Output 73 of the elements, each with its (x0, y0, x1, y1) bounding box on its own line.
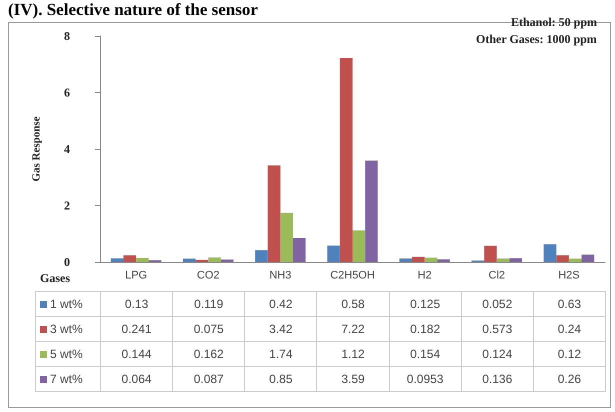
legend-label: 3 wt% (36, 316, 100, 342)
bar (568, 258, 582, 262)
y-tick-label: 8 (64, 29, 70, 43)
bar (123, 255, 136, 262)
bar (268, 165, 280, 262)
data-label: 0.052 (461, 292, 534, 316)
x-tick-label: CO2 (196, 270, 220, 282)
data-label: 0.63 (533, 292, 606, 316)
data-label: 0.162 (172, 342, 245, 366)
bar (255, 250, 268, 262)
data-label: 0.144 (100, 342, 173, 366)
data-label: 0.064 (100, 366, 173, 392)
x-tick-label: LPG (125, 270, 148, 282)
data-label: 0.087 (172, 366, 245, 392)
bar (484, 246, 497, 262)
data-label: 1.12 (316, 342, 390, 366)
data-label: 7.22 (316, 316, 390, 342)
bar (365, 160, 378, 262)
bar (582, 254, 594, 262)
data-label: 0.85 (244, 366, 317, 392)
data-label: 0.58 (316, 292, 390, 316)
data-label: 0.119 (172, 292, 245, 316)
bar (208, 257, 221, 262)
legend-label: 7 wt% (36, 366, 100, 392)
bar (412, 256, 425, 262)
data-label: 0.12 (533, 342, 606, 366)
bar (327, 246, 340, 262)
y-tick-label: 4 (64, 142, 70, 156)
x-tick-label: NH3 (269, 270, 292, 282)
bar (556, 255, 569, 262)
data-label: 0.573 (461, 316, 534, 342)
bar (136, 258, 149, 262)
x-tick-label: C2H5OH (330, 270, 375, 282)
bar (496, 258, 510, 262)
bar (280, 212, 293, 262)
bar (352, 230, 366, 262)
x-tick-label: H2 (418, 270, 432, 282)
bar (437, 259, 450, 262)
y-tick-label: 2 (64, 198, 70, 212)
legend-label: 1 wt% (36, 292, 100, 316)
chart-title: (IV). Selective nature of the sensor (8, 0, 258, 20)
bar (182, 258, 196, 262)
bar (544, 244, 556, 262)
data-label: 0.125 (389, 292, 462, 316)
annotation: Other Gases: 1000 ppm (476, 32, 597, 46)
bar (399, 258, 412, 262)
data-label: 0.241 (100, 316, 173, 342)
bar (110, 258, 124, 262)
bar (509, 258, 522, 262)
data-label: 0.13 (100, 292, 173, 316)
x-tick-label: Cl2 (488, 270, 506, 282)
data-label: 0.154 (389, 342, 462, 366)
data-label: 0.24 (533, 316, 606, 342)
data-label: 3.59 (316, 366, 390, 392)
data-label: 0.0953 (389, 366, 462, 392)
bar (424, 258, 438, 262)
data-label: 0.124 (461, 342, 534, 366)
bar (292, 238, 306, 262)
x-tick-label: H2S (558, 270, 580, 282)
y-tick-label: 0 (64, 255, 70, 269)
data-label: 0.075 (172, 316, 245, 342)
legend-label: 5 wt% (36, 342, 100, 366)
data-label: 0.182 (389, 316, 462, 342)
data-label: 0.42 (244, 292, 317, 316)
text: Ethanol: 50 ppm (510, 15, 598, 29)
data-label: 0.136 (461, 366, 534, 392)
x-axis-title: Gases (40, 271, 70, 286)
data-label: 3.42 (244, 316, 317, 342)
bar (340, 58, 352, 262)
data-label: 1.74 (244, 342, 317, 366)
data-label: 0.26 (533, 366, 606, 392)
y-axis-title: Gas Response (30, 116, 42, 182)
y-tick-label: 6 (64, 86, 70, 100)
